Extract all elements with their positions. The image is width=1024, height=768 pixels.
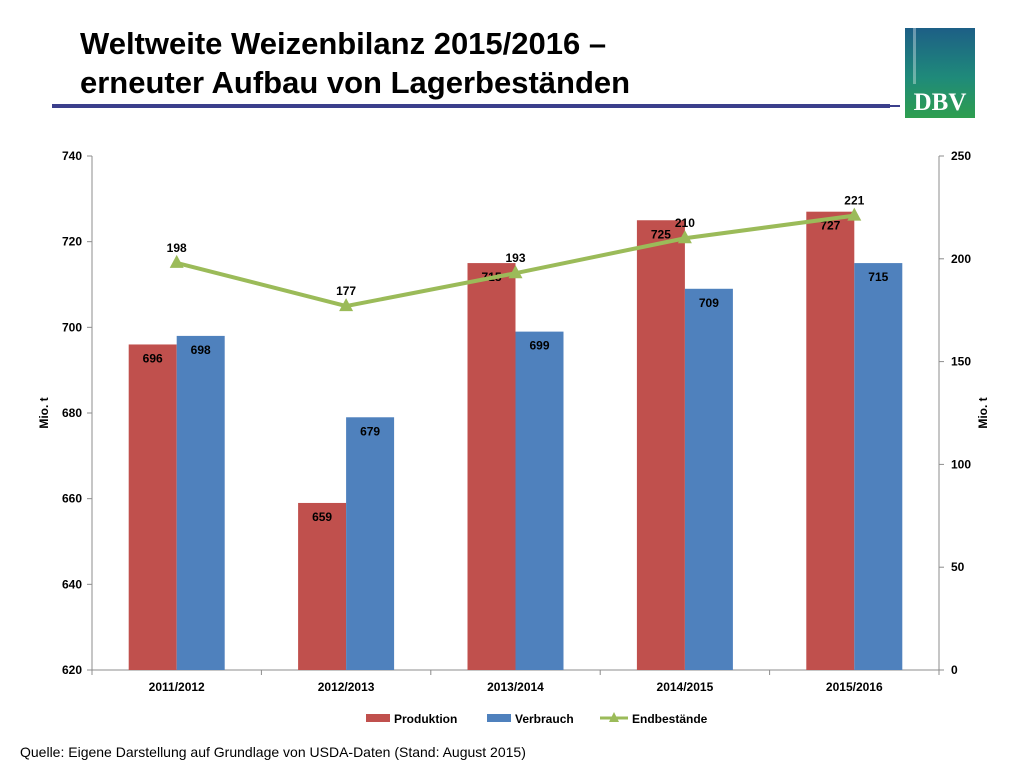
y-tick-label-right: 200 [951,252,971,266]
produktion-data-label: 725 [651,227,671,241]
endbestaende-data-label: 210 [675,216,695,230]
endbestaende-marker [169,254,184,268]
verbrauch-bar [176,335,225,670]
legend-label: Produktion [394,712,457,726]
produktion-bar [298,502,347,670]
title-underline [52,104,890,108]
y-tick-label-right: 100 [951,457,971,471]
produktion-data-label: 727 [820,219,840,233]
slide-title: Weltweite Weizenbilanz 2015/2016 – erneu… [80,24,880,102]
title-line-2: erneuter Aufbau von Lagerbeständen [80,65,631,100]
y-tick-label-left: 720 [62,235,82,249]
verbrauch-data-label: 698 [191,343,211,357]
produktion-data-label: 696 [143,351,163,365]
y-axis-title-left: Mio. t [37,397,51,428]
y-tick-label-left: 680 [62,406,82,420]
logo-text: DBV [914,89,967,116]
y-tick-label-right: 0 [951,663,958,677]
legend-swatch-endbestaende-marker [609,712,619,722]
chart: 620 640 660 680 700 720 740 0 50 100 150 200 250 2011… [37,149,990,726]
x-tick-label: 2012/2013 [318,680,375,694]
verbrauch-data-label: 715 [868,270,888,284]
x-tick-label: 2014/2015 [657,680,714,694]
y-tick-label-left: 700 [62,320,82,334]
verbrauch-bar [854,263,903,670]
y-tick-label-right: 150 [951,355,971,369]
legend-swatch-produktion [366,714,390,722]
dbv-logo: DBV [905,28,975,118]
endbestaende-marker [508,265,523,279]
x-tick-label: 2015/2016 [826,680,883,694]
title-line-1: Weltweite Weizenbilanz 2015/2016 – [80,26,607,61]
produktion-bar [806,211,855,670]
y-tick-label-left: 620 [62,663,82,677]
y-tick-label-left: 740 [62,149,82,163]
produktion-data-label: 659 [312,510,332,524]
produktion-bar [128,344,177,670]
y-tick-label-right: 250 [951,149,971,163]
title-underline-end [890,105,900,107]
endbestaende-data-label: 177 [336,284,356,298]
endbestaende-data-label: 193 [505,251,525,265]
source-note: Quelle: Eigene Darstellung auf Grundlage… [20,744,526,760]
verbrauch-bar [346,417,395,670]
produktion-bar [636,220,685,670]
y-axis-title-right: Mio. t [976,397,990,428]
verbrauch-bar [684,288,733,670]
y-tick-label-left: 660 [62,492,82,506]
verbrauch-data-label: 699 [529,339,549,353]
legend-swatch-verbrauch [487,714,511,722]
produktion-bar [467,263,516,670]
legend-label: Verbrauch [515,712,574,726]
endbestaende-marker [339,298,354,312]
endbestaende-marker [677,230,692,244]
x-tick-label: 2013/2014 [487,680,544,694]
verbrauch-data-label: 679 [360,424,380,438]
x-tick-label: 2011/2012 [149,680,205,694]
endbestaende-marker [847,207,862,221]
legend-label: Endbestände [632,712,708,726]
y-tick-label-left: 640 [62,577,82,591]
y-tick-label-right: 50 [951,560,965,574]
verbrauch-data-label: 709 [699,296,719,310]
verbrauch-bar [515,331,564,670]
endbestaende-data-label: 221 [844,194,864,208]
endbestaende-data-label: 198 [167,241,187,255]
